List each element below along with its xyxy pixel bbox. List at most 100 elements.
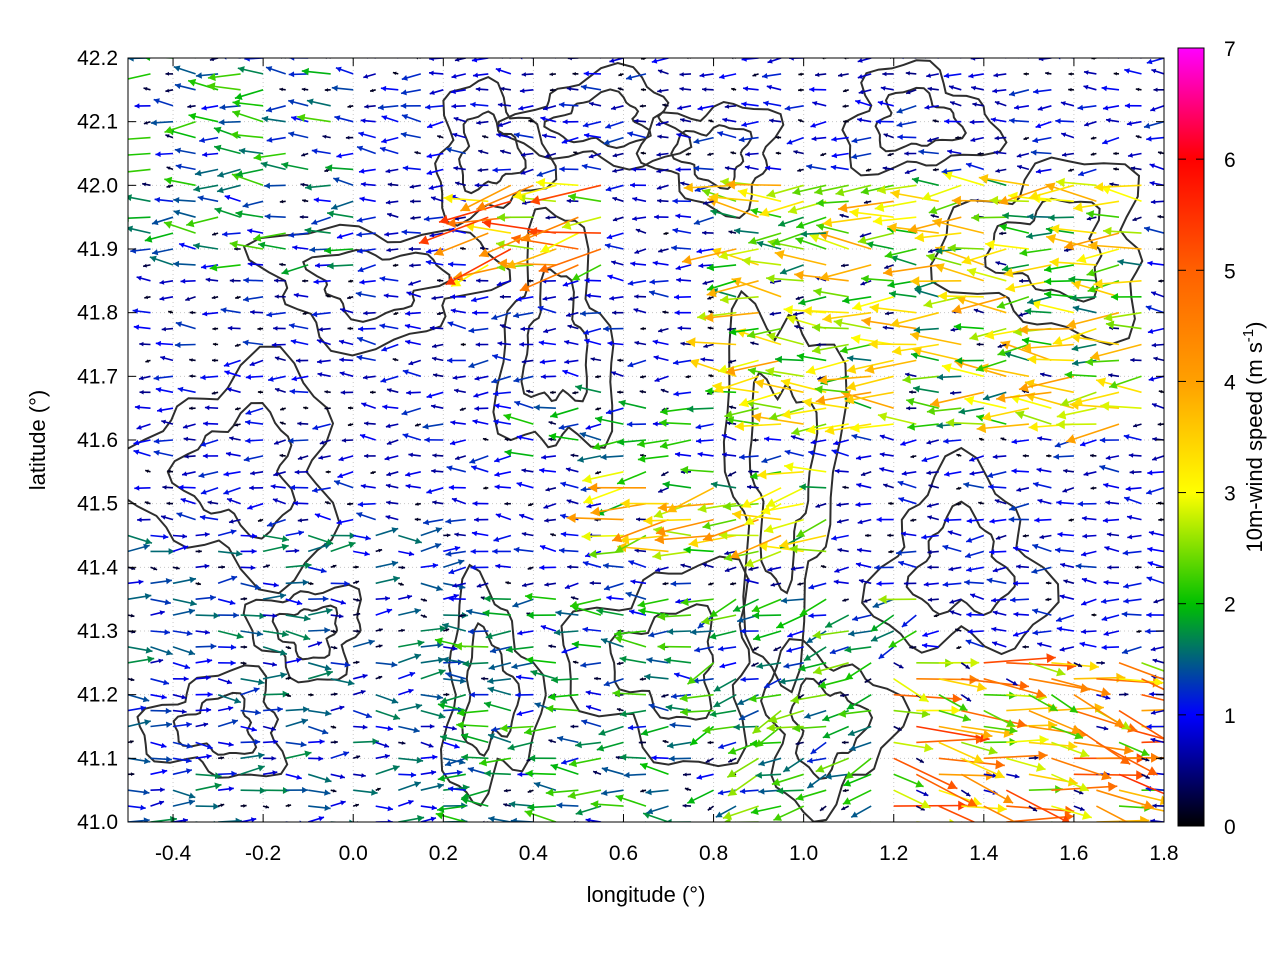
wind-vector-head [703,200,708,205]
wind-vector-head [936,373,944,381]
wind-vector-head [1124,824,1134,834]
wind-vector-shaft [983,805,1017,822]
wind-vector-head [195,72,202,79]
wind-vector-head [592,442,601,451]
wind-vector-head [558,424,565,431]
wind-vector-head [842,598,847,602]
wind-vector-head [347,679,355,686]
wind-vector-head [1068,72,1072,76]
x-tick-label: 0.6 [609,842,638,865]
wind-vector-head [548,644,553,649]
wind-vector-head [1079,748,1090,758]
wind-vector-head [515,692,521,698]
wind-vector-head [649,290,656,296]
wind-vector-head [570,724,575,729]
wind-vector-head [477,167,482,173]
wind-vector-head [445,628,450,632]
wind-vector-head [910,331,920,341]
wind-vector-head [556,802,563,809]
wind-vector-head [999,231,1003,236]
wind-vector-head [447,357,453,364]
wind-vector-head [181,694,187,700]
wind-vector-head [1103,630,1109,637]
wind-vector-head [468,362,475,369]
wind-vector-head [638,607,646,616]
wind-vector-head [773,647,778,651]
wind-vector-head [217,171,225,178]
wind-vector-head [359,168,365,174]
wind-vector-head [358,131,365,137]
wind-vector-head [214,207,222,215]
wind-vector-head [816,342,821,347]
wind-vector-head [996,58,997,59]
wind-vector-shaft [478,232,534,257]
wind-vector-head [1045,182,1056,192]
wind-vector-head [332,629,337,634]
wind-vector-head [512,601,519,608]
wind-vector-head [702,725,711,735]
wind-vector-head [1061,815,1070,822]
wind-vector-head [503,788,508,793]
wind-vector-head [617,438,625,446]
wind-vector-head [245,374,251,380]
wind-vector-head [682,255,692,265]
wind-vector-head [550,533,554,537]
wind-vector-head [798,72,802,76]
wind-vector-head [130,772,135,776]
wind-vector-head [466,608,473,616]
wind-vector-head [1090,486,1095,490]
wind-vector-head [1079,806,1085,811]
wind-vector-head [445,692,450,697]
wind-vector-head [155,340,161,347]
wind-vector-head [812,630,822,640]
wind-vector-head [340,800,346,806]
wind-vector-head [494,484,500,490]
wind-vector-head [363,310,368,316]
x-tick-label: 0.4 [519,842,549,865]
wind-vector-head [992,641,998,647]
wind-vector-head [955,135,959,140]
wind-vector-head [1081,515,1087,521]
wind-vector-head [479,248,490,258]
wind-vector-head [1074,824,1082,832]
wind-vector-shaft [915,773,978,808]
wind-vector-head [483,486,487,490]
wind-vector-head [748,236,757,245]
wind-vector-head [685,152,690,156]
wind-vector-head [680,465,689,475]
wind-vector-head [789,544,798,554]
wind-vector-head [490,647,497,654]
wind-vector-head [1146,58,1153,65]
wind-vector-head [629,609,635,615]
wind-vector-head [612,153,618,158]
wind-vector-head [115,355,120,360]
wind-vector-head [497,341,503,346]
wind-vector-head [455,181,460,186]
wind-vector-head [149,255,157,263]
wind-vector-head [611,105,616,111]
wind-vector-head [360,483,366,489]
wind-vector-head [719,73,725,80]
wind-vector-head [879,452,885,458]
wind-vector-head [492,167,498,173]
wind-vector-head [878,653,885,659]
wind-vector-head [857,58,863,63]
wind-vector-head [797,695,802,699]
wind-vector-head [612,532,623,543]
wind-vector-head [336,153,342,159]
wind-vector-head [491,314,498,321]
wind-vector-head [173,197,180,204]
wind-vector-head [542,296,548,301]
wind-vector-head [911,351,919,360]
wind-vector-head [927,549,932,555]
wind-vector-head [730,581,734,586]
wind-vector-head [598,729,606,736]
wind-vector-head [1072,305,1080,312]
wind-vector-head [619,753,627,761]
wind-vector-head [571,273,581,281]
wind-vector-head [522,582,527,588]
wind-vector-head [1055,118,1061,124]
wind-vector-head [1014,104,1020,110]
wind-vector-head [687,796,696,804]
wind-vector-head [474,406,479,411]
